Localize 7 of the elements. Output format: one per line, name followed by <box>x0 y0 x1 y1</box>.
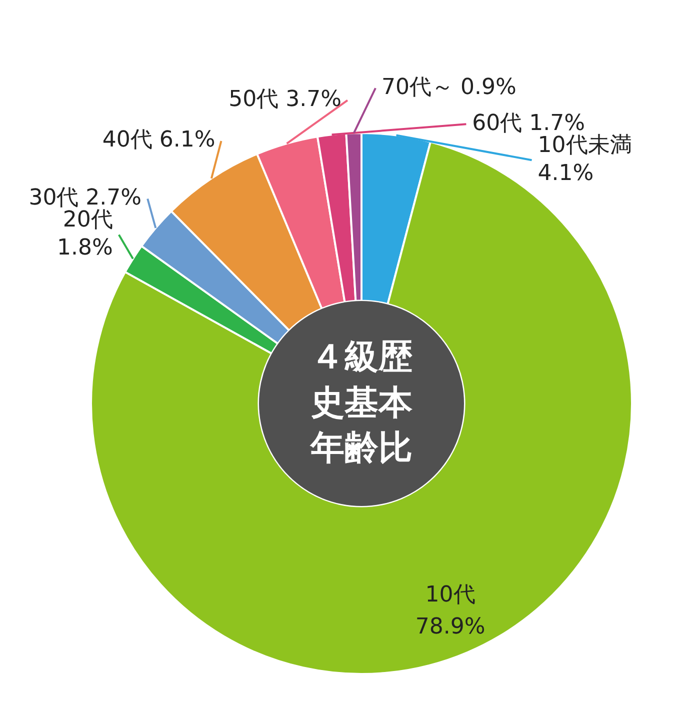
data-label: 4.1% <box>538 160 594 186</box>
slice-label: 40代 6.1% <box>102 128 216 153</box>
slice-label: 50代 3.7% <box>228 86 342 112</box>
slice-label: 70代～ 0.9% <box>382 74 516 100</box>
data-label: 1.8% <box>56 235 113 260</box>
data-label: 78.9% <box>415 614 486 640</box>
slice-label: 10代 <box>425 582 476 608</box>
